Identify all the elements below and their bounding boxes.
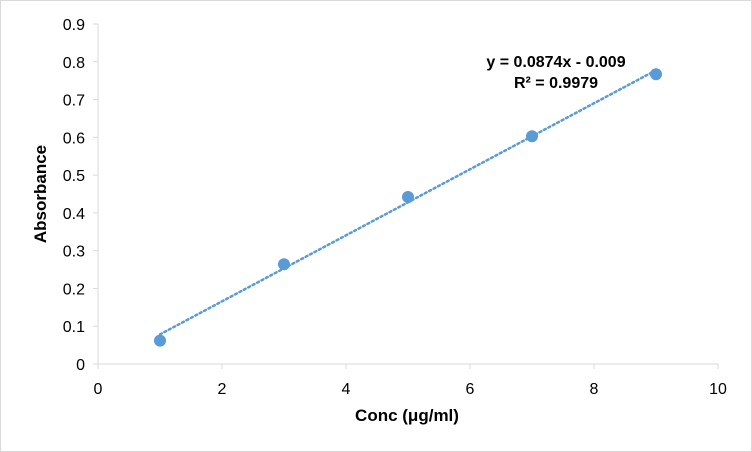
y-tick-label: 0.9: [63, 17, 85, 34]
trendline-equation: y = 0.0874x - 0.009: [486, 54, 625, 71]
data-point: [650, 68, 662, 81]
data-point: [278, 258, 290, 271]
x-tick-label: 4: [342, 381, 351, 398]
data-point: [154, 334, 166, 347]
x-tick-label: 8: [590, 381, 599, 398]
y-tick-label: 0.2: [63, 281, 85, 298]
x-tick-label: 0: [94, 381, 103, 398]
y-tick-label: 0.6: [63, 130, 85, 147]
y-tick-label: 0.1: [63, 319, 85, 336]
x-tick-label: 6: [466, 381, 475, 398]
r-squared-label: R² = 0.9979: [514, 75, 598, 92]
data-point: [526, 130, 538, 143]
x-tick-label: 2: [218, 381, 227, 398]
y-tick-label: 0.4: [63, 206, 85, 223]
y-tick-label: 0.8: [63, 55, 85, 72]
x-axis-ticks: 0 2 4 6 8 10: [94, 364, 727, 398]
y-axis-ticks: 0 0.1 0.2 0.3 0.4 0.5 0.6 0.7 0.8 0.9: [63, 17, 98, 374]
y-tick-label: 0: [76, 357, 85, 374]
x-tick-label: 10: [709, 381, 727, 398]
x-axis-title: Conc (μg/ml): [355, 406, 459, 425]
y-tick-label: 0.3: [63, 244, 85, 261]
y-axis-title: Absorbance: [31, 145, 50, 243]
data-points: [154, 68, 662, 347]
data-point: [402, 191, 414, 204]
y-tick-label: 0.5: [63, 168, 85, 185]
y-tick-label: 0.7: [63, 93, 85, 110]
